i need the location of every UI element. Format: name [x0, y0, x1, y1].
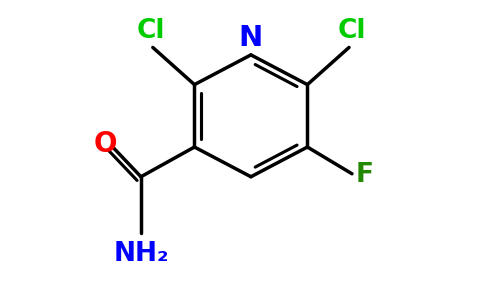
Text: O: O — [93, 130, 117, 158]
Text: Cl: Cl — [337, 19, 365, 44]
Text: N: N — [239, 24, 263, 52]
Text: NH₂: NH₂ — [113, 241, 169, 267]
Text: F: F — [356, 162, 374, 188]
Text: Cl: Cl — [136, 19, 165, 44]
